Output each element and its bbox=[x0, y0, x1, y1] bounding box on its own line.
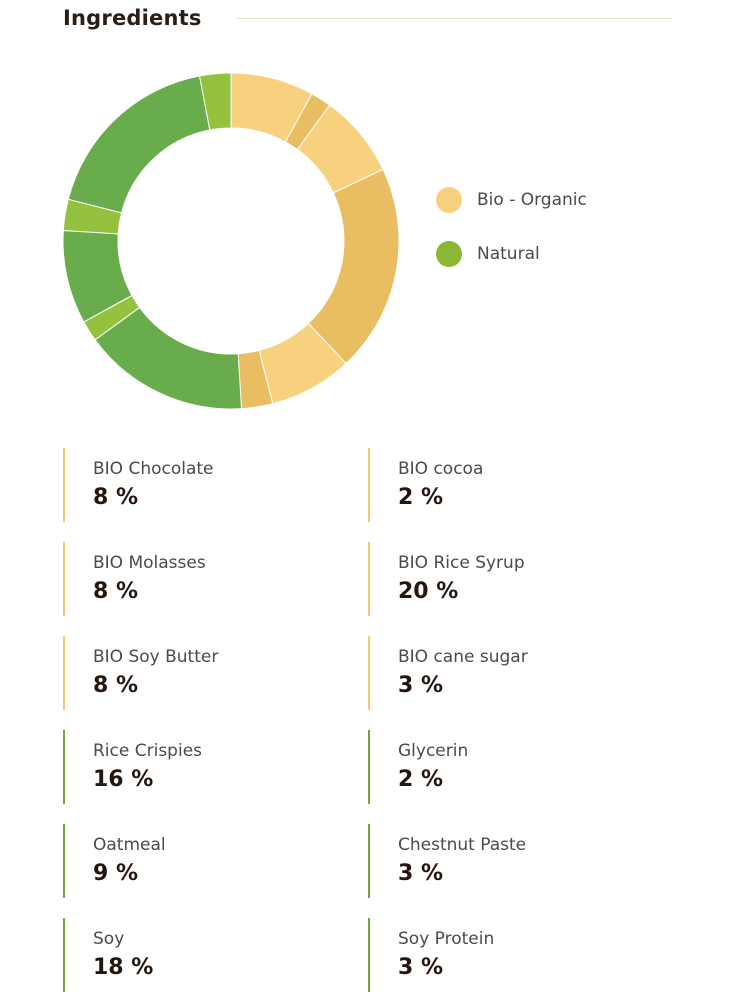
ingredient-percent: 2 % bbox=[398, 767, 444, 792]
legend-label-natural: Natural bbox=[477, 244, 540, 264]
ingredient-percent: 16 % bbox=[93, 767, 154, 792]
ingredient-item: Soy Protein 3 % bbox=[368, 918, 673, 992]
ingredient-name: BIO cane sugar bbox=[398, 647, 528, 667]
legend-item-organic[interactable]: Bio - Organic bbox=[436, 186, 587, 214]
section-title: Ingredients bbox=[63, 6, 202, 30]
ingredient-name: Rice Crispies bbox=[93, 741, 203, 761]
ingredient-item: Rice Crispies 16 % bbox=[63, 730, 368, 804]
legend-label-organic: Bio - Organic bbox=[477, 190, 587, 210]
ingredient-name: Oatmeal bbox=[93, 835, 166, 855]
ingredient-percent: 8 % bbox=[93, 673, 139, 698]
ingredient-item: BIO cane sugar 3 % bbox=[368, 636, 673, 710]
legend-item-natural[interactable]: Natural bbox=[436, 240, 587, 268]
ingredient-item: BIO Molasses 8 % bbox=[63, 542, 368, 616]
ingredient-item: BIO Rice Syrup 20 % bbox=[368, 542, 673, 616]
ingredient-percent: 3 % bbox=[398, 861, 444, 886]
ingredient-item: Oatmeal 9 % bbox=[63, 824, 368, 898]
ingredient-name: BIO Rice Syrup bbox=[398, 553, 525, 573]
ingredient-percent: 9 % bbox=[93, 861, 139, 886]
ingredient-item: Soy 18 % bbox=[63, 918, 368, 992]
ingredient-name: BIO Soy Butter bbox=[93, 647, 219, 667]
ingredients-donut-chart bbox=[62, 72, 400, 410]
ingredient-name: Soy bbox=[93, 929, 125, 949]
legend-swatch-natural bbox=[436, 241, 462, 267]
ingredient-percent: 2 % bbox=[398, 485, 444, 510]
ingredient-item: Chestnut Paste 3 % bbox=[368, 824, 673, 898]
ingredients-grid: BIO Chocolate 8 % BIO cocoa 2 % BIO Mola… bbox=[63, 448, 673, 992]
ingredient-item: BIO Chocolate 8 % bbox=[63, 448, 368, 522]
ingredient-item: BIO Soy Butter 8 % bbox=[63, 636, 368, 710]
ingredient-percent: 18 % bbox=[93, 955, 154, 980]
legend-swatch-organic bbox=[436, 187, 462, 213]
ingredient-name: Glycerin bbox=[398, 741, 469, 761]
ingredient-item: BIO cocoa 2 % bbox=[368, 448, 673, 522]
ingredient-name: Soy Protein bbox=[398, 929, 495, 949]
chart-legend: Bio - Organic Natural bbox=[436, 186, 587, 294]
ingredient-percent: 20 % bbox=[398, 579, 459, 604]
ingredient-item: Glycerin 2 % bbox=[368, 730, 673, 804]
ingredient-name: BIO Molasses bbox=[93, 553, 206, 573]
ingredients-header: Ingredients bbox=[63, 4, 673, 36]
ingredient-percent: 8 % bbox=[93, 579, 139, 604]
ingredient-name: Chestnut Paste bbox=[398, 835, 527, 855]
donut-slice-soy[interactable] bbox=[67, 75, 211, 214]
donut-slice-soy-protein[interactable] bbox=[198, 72, 232, 131]
ingredient-percent: 3 % bbox=[398, 673, 444, 698]
ingredient-percent: 3 % bbox=[398, 955, 444, 980]
donut-slice-bio-rice-syrup[interactable] bbox=[307, 168, 400, 365]
header-divider bbox=[237, 18, 673, 19]
ingredient-percent: 8 % bbox=[93, 485, 139, 510]
ingredient-name: BIO cocoa bbox=[398, 459, 484, 479]
ingredient-name: BIO Chocolate bbox=[93, 459, 214, 479]
